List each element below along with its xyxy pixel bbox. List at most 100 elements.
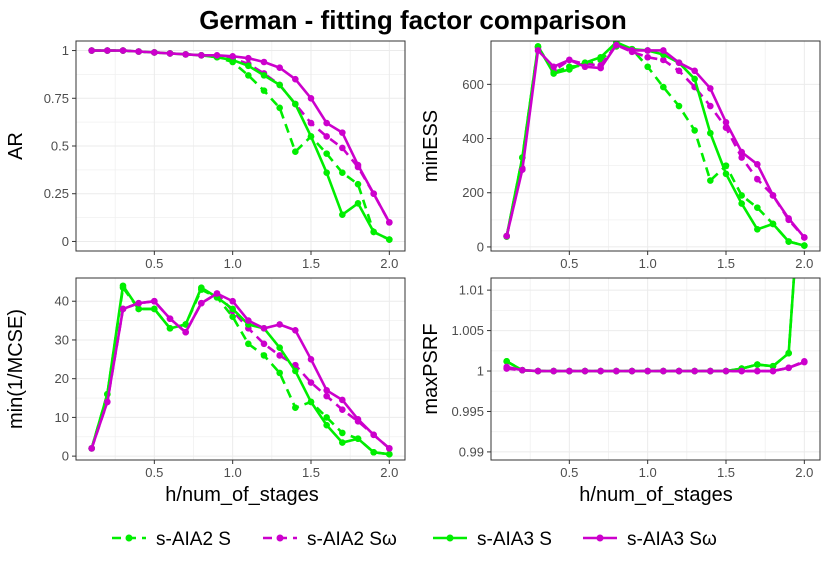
- data-point: [307, 379, 315, 386]
- y-axis-label: maxPSRF: [420, 323, 442, 414]
- data-point: [260, 87, 268, 94]
- data-point: [104, 47, 111, 54]
- data-point: [386, 450, 393, 458]
- data-point: [292, 75, 299, 83]
- data-point: [738, 200, 745, 207]
- data-point: [307, 356, 315, 363]
- data-point: [119, 282, 127, 290]
- data-point: [354, 199, 362, 207]
- data-point: [785, 364, 792, 372]
- data-point: [386, 236, 393, 243]
- data-point: [769, 367, 777, 375]
- panel-border: [490, 277, 821, 461]
- x-tick-label: 0.5: [145, 465, 163, 480]
- x-tick-label: 2.0: [795, 465, 813, 480]
- data-point: [613, 41, 620, 49]
- data-point: [691, 67, 698, 75]
- data-point: [323, 421, 330, 429]
- data-point: [738, 154, 745, 161]
- panel-minMCSE: 0.5 1.0 1.5 2.0 0 10 20 30 40 min(1/MCSE): [5, 277, 406, 480]
- data-point: [519, 166, 526, 174]
- y-tick-label: 40: [55, 294, 69, 309]
- data-point: [370, 448, 377, 456]
- panel-series-group: [88, 282, 393, 458]
- legend: s-AIA2 S s-AIA2 Sω s-AIA3 S s-AIA3 Sω: [112, 529, 717, 550]
- y-tick-label: 1.005: [451, 323, 484, 338]
- data-point: [292, 100, 299, 108]
- data-point: [785, 215, 792, 222]
- y-axis-label: minESS: [420, 110, 442, 182]
- data-point: [339, 396, 346, 404]
- data-point: [339, 406, 346, 413]
- data-point: [801, 358, 808, 366]
- data-point: [276, 104, 283, 112]
- legend-label: s-AIA3 Sω: [627, 529, 717, 550]
- data-point: [339, 169, 346, 177]
- data-point: [754, 160, 761, 168]
- y-tick-label: 10: [55, 410, 69, 425]
- legend-item: s-AIA3 Sω: [583, 529, 717, 550]
- data-point: [613, 367, 620, 375]
- chart-title: German - fitting factor comparison: [199, 5, 627, 35]
- x-tick-label: 0.5: [145, 256, 163, 271]
- data-point: [135, 48, 142, 55]
- data-point: [245, 317, 252, 324]
- legend-item: s-AIA2 Sω: [263, 529, 397, 550]
- data-point: [354, 416, 362, 423]
- data-point: [151, 49, 158, 56]
- data-point: [738, 367, 745, 375]
- data-point: [581, 367, 589, 375]
- data-point: [88, 445, 95, 452]
- data-point: [245, 62, 252, 70]
- x-tick-label: 2.0: [380, 465, 398, 480]
- data-point: [534, 367, 542, 375]
- y-tick-label: 200: [462, 185, 484, 200]
- data-point: [182, 51, 189, 58]
- data-point: [276, 64, 283, 72]
- data-point: [370, 431, 377, 439]
- data-point: [307, 94, 315, 102]
- data-point: [503, 232, 510, 240]
- data-point: [292, 148, 299, 156]
- x-tick-label: 1.0: [224, 256, 242, 271]
- x-tick-label: 1.5: [302, 465, 320, 480]
- data-point: [503, 358, 510, 365]
- data-point: [245, 340, 252, 348]
- x-tick-label: 1.5: [717, 465, 735, 480]
- y-tick-label: 600: [462, 77, 484, 92]
- data-point: [550, 367, 557, 375]
- data-point: [260, 325, 268, 332]
- series-line: [90, 292, 391, 450]
- data-point: [628, 47, 636, 54]
- data-point: [213, 52, 221, 59]
- data-point: [644, 53, 651, 61]
- x-tick-label: 1.0: [639, 256, 657, 271]
- legend-item: s-AIA2 S: [112, 529, 231, 550]
- panel-AR: 0.5 1.0 1.5 2.0 0 0.25 0.5 0.75 1 AR: [5, 40, 406, 271]
- data-point: [213, 290, 221, 297]
- y-tick-label: 1: [62, 43, 69, 58]
- data-point: [260, 352, 268, 359]
- legend-key-point: [446, 534, 454, 542]
- data-point: [151, 305, 158, 313]
- x-axis-label-left: h/num_of_stages: [165, 484, 318, 506]
- data-point: [769, 220, 777, 228]
- data-point: [354, 435, 362, 443]
- data-point: [754, 175, 761, 183]
- data-point: [245, 54, 252, 62]
- data-point: [182, 321, 189, 328]
- data-point: [245, 72, 252, 79]
- data-point: [198, 52, 205, 59]
- data-point: [722, 367, 730, 375]
- x-tick-label: 2.0: [380, 256, 398, 271]
- series-line: [505, 43, 806, 239]
- data-point: [135, 299, 142, 307]
- x-tick-label: 0.5: [560, 256, 578, 271]
- legend-label: s-AIA3 S: [477, 529, 552, 550]
- data-point: [339, 144, 346, 152]
- data-point: [88, 47, 95, 54]
- data-point: [323, 386, 330, 394]
- data-point: [135, 305, 142, 313]
